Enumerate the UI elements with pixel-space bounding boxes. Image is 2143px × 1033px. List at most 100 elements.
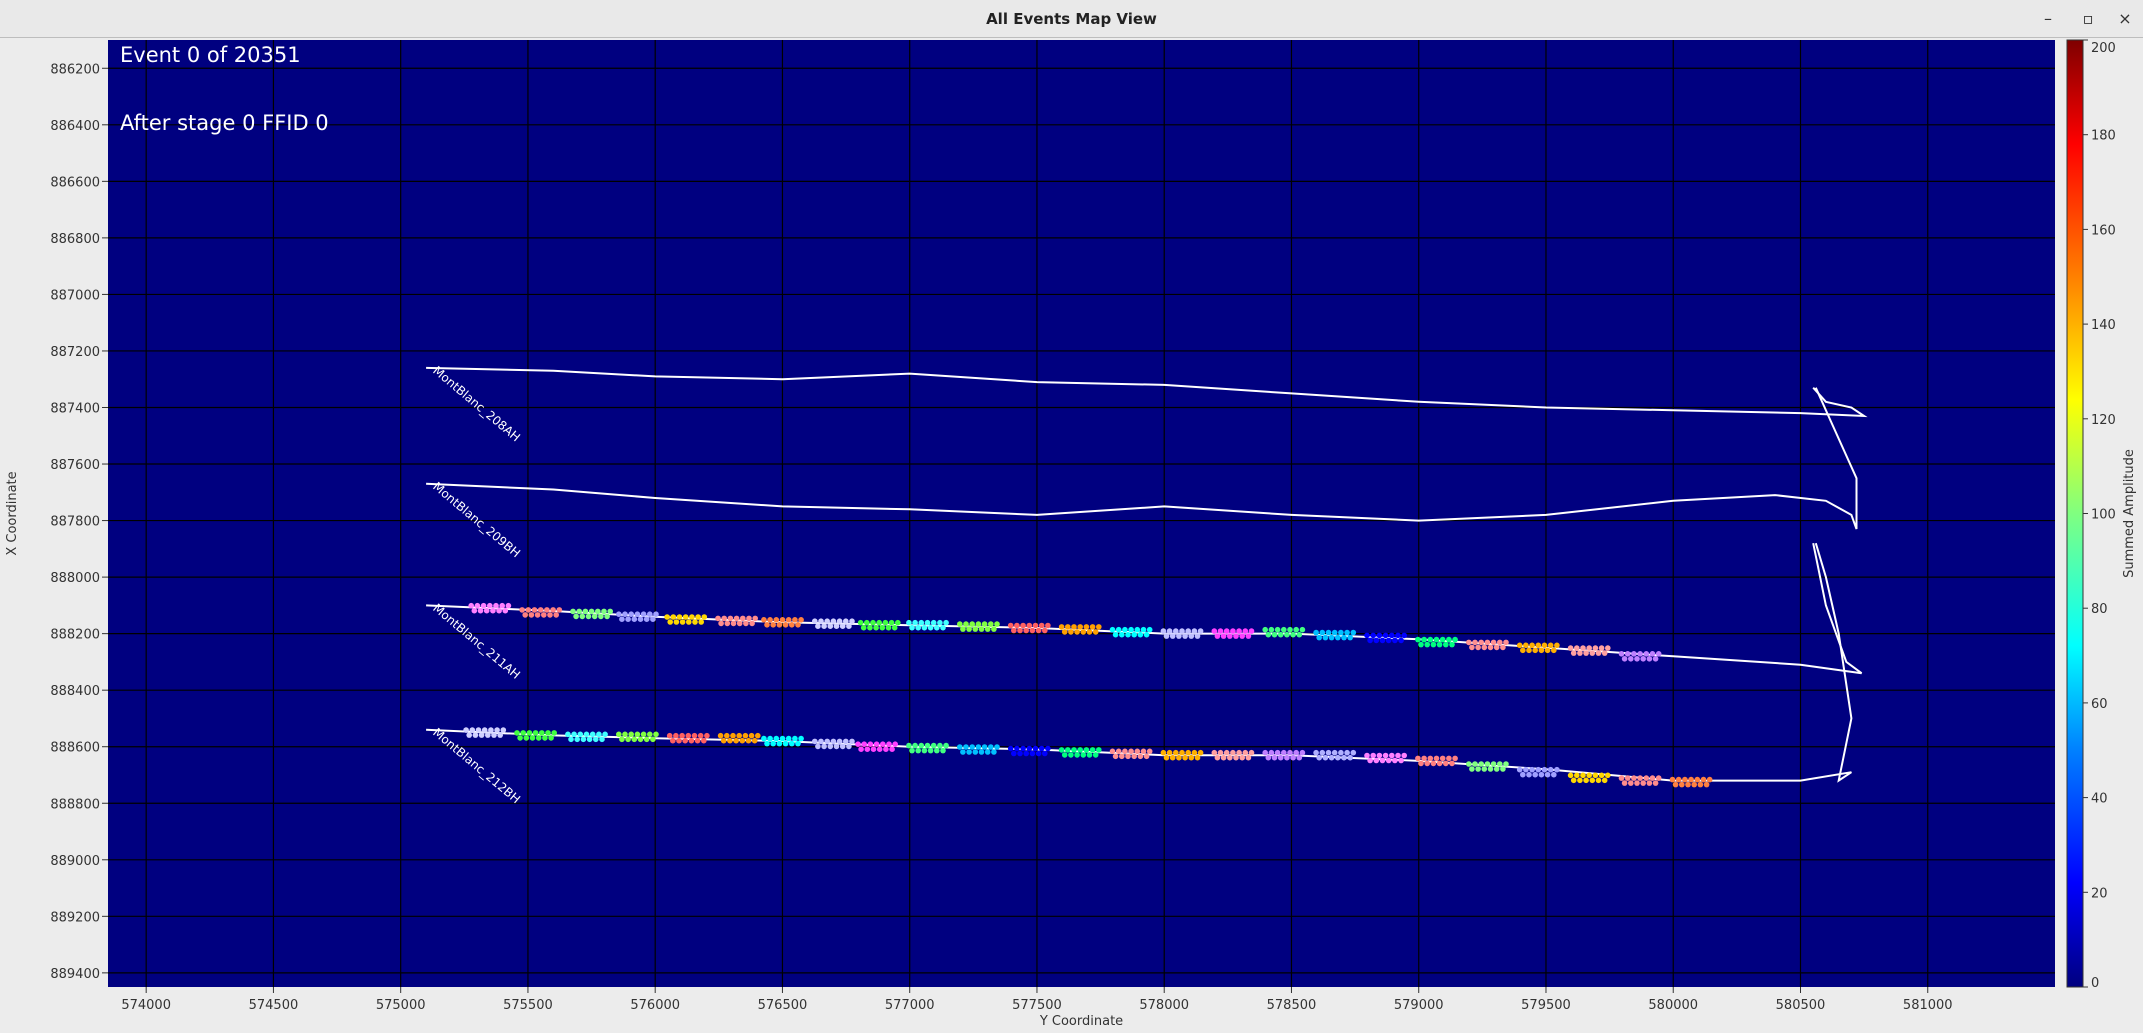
event-dot — [1631, 775, 1637, 781]
stage-cluster[interactable] — [666, 732, 710, 744]
event-dot — [1029, 627, 1036, 634]
event-dot — [1646, 780, 1653, 786]
stage-cluster[interactable] — [1618, 651, 1662, 662]
stage-cluster[interactable] — [664, 614, 708, 625]
event-dot — [1197, 749, 1204, 756]
stage-cluster[interactable] — [1109, 748, 1153, 760]
stage-cluster[interactable] — [570, 608, 613, 620]
stage-cluster[interactable] — [1567, 645, 1611, 656]
stage-cluster[interactable] — [717, 732, 761, 744]
stage-cluster[interactable] — [468, 602, 512, 614]
event-dot — [695, 614, 701, 620]
stage-cluster[interactable] — [616, 731, 659, 743]
event-dot — [1045, 622, 1051, 629]
map-chart[interactable]: 574000 574500 575000 575500 576000 576500 5770… — [0, 38, 2143, 1033]
event-dot — [541, 612, 547, 618]
event-dot — [1140, 626, 1147, 633]
stage-cluster[interactable] — [1211, 749, 1255, 761]
event-dot — [1523, 642, 1529, 649]
stage-cluster[interactable] — [1058, 747, 1102, 758]
event-dot — [1580, 772, 1586, 779]
stage-cluster[interactable] — [1466, 639, 1509, 651]
event-dot — [1227, 754, 1233, 761]
stage-cluster[interactable] — [957, 621, 1000, 632]
close-icon[interactable]: × — [2118, 9, 2132, 28]
event-dot — [579, 613, 586, 620]
event-dot — [1655, 775, 1662, 781]
stage-cluster[interactable] — [1516, 642, 1560, 654]
event-dot — [1277, 754, 1284, 761]
stage-cluster[interactable] — [1567, 772, 1611, 784]
event-dot — [1122, 748, 1128, 755]
stage-cluster[interactable] — [906, 619, 949, 631]
stage-cluster[interactable] — [1313, 749, 1357, 761]
y-tick-label: 888600 — [50, 741, 100, 756]
event-dot — [994, 621, 1000, 627]
stage-cluster[interactable] — [1262, 749, 1306, 761]
stage-cluster[interactable] — [812, 618, 855, 629]
event-dot — [773, 735, 780, 742]
stage-cluster[interactable] — [1466, 761, 1509, 772]
event-dot — [1382, 752, 1389, 759]
stage-cluster[interactable] — [906, 742, 949, 754]
stage-cluster[interactable] — [1618, 775, 1662, 786]
event-dot — [1092, 629, 1099, 635]
stage-cluster[interactable] — [1160, 749, 1204, 761]
stage-cluster[interactable] — [715, 615, 758, 627]
stage-cluster[interactable] — [855, 741, 898, 752]
event-dot — [724, 732, 730, 739]
stage-cluster[interactable] — [761, 617, 804, 628]
stage-cluster[interactable] — [565, 731, 608, 743]
stage-cluster[interactable] — [514, 730, 557, 741]
stage-cluster[interactable] — [1415, 755, 1458, 767]
stage-cluster[interactable] — [1313, 629, 1357, 641]
event-dot — [582, 608, 589, 615]
event-dot — [1577, 777, 1583, 784]
event-dot — [824, 618, 830, 624]
stage-cluster[interactable] — [812, 738, 855, 750]
stage-cluster[interactable] — [1415, 636, 1458, 648]
well-path-line — [426, 366, 1868, 418]
event-dot — [1497, 761, 1503, 767]
event-dot — [795, 622, 801, 628]
event-dot — [963, 621, 969, 627]
stage-cluster[interactable] — [1058, 624, 1102, 635]
event-dot — [1014, 622, 1020, 629]
event-dot — [981, 621, 988, 627]
event-dot — [1621, 656, 1628, 662]
stage-cluster[interactable] — [519, 607, 563, 618]
stage-cluster[interactable] — [1160, 628, 1204, 639]
event-dot — [485, 732, 491, 738]
event-dot — [1472, 761, 1478, 767]
stage-cluster[interactable] — [1211, 628, 1255, 639]
stage-cluster[interactable] — [616, 611, 659, 622]
event-dot — [1017, 627, 1023, 634]
stage-cluster[interactable] — [1007, 745, 1051, 757]
event-dot — [483, 607, 490, 614]
stage-cluster[interactable] — [1262, 626, 1306, 638]
stage-cluster[interactable] — [1364, 752, 1407, 764]
minimize-icon[interactable]: – — [2044, 9, 2052, 28]
x-tick-label: 576000 — [630, 998, 680, 1013]
event-dot — [474, 602, 481, 609]
y-tick-label: 886200 — [50, 62, 100, 77]
stage-cluster[interactable] — [857, 619, 901, 631]
stage-cluster[interactable] — [1007, 622, 1051, 634]
event-dot — [526, 730, 533, 736]
event-dot — [1163, 754, 1170, 761]
stage-cluster[interactable] — [1364, 632, 1407, 644]
stage-cluster[interactable] — [957, 744, 1000, 755]
stage-cluster[interactable] — [1109, 626, 1153, 638]
event-dot — [539, 730, 545, 736]
event-dot — [491, 732, 497, 738]
stage-cluster[interactable] — [1516, 766, 1560, 778]
maximize-icon[interactable]: ▫ — [2082, 9, 2094, 28]
stage-cluster[interactable] — [1669, 776, 1713, 788]
event-dot — [830, 618, 837, 624]
event-dot — [1694, 776, 1701, 783]
event-dot — [1096, 747, 1102, 753]
x-tick-label: 579000 — [1394, 998, 1444, 1013]
stage-cluster[interactable] — [463, 727, 507, 738]
event-dot — [1214, 754, 1221, 761]
stage-cluster[interactable] — [761, 735, 804, 747]
